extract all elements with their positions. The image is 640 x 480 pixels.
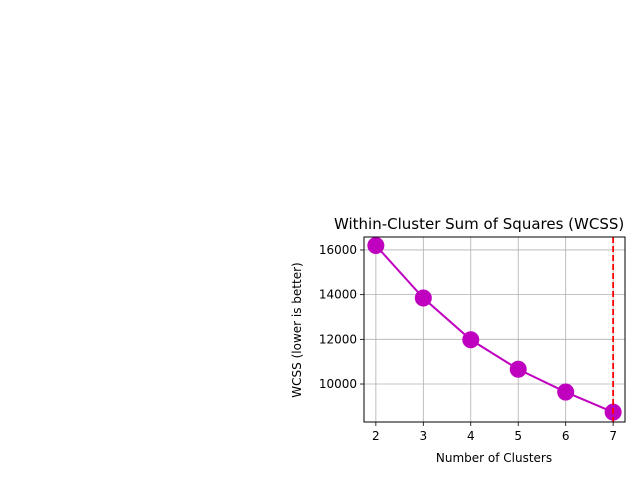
y-axis-label: WCSS (lower is better) bbox=[290, 262, 304, 397]
y-tick-label: 12000 bbox=[319, 332, 357, 346]
chart-title: Within-Cluster Sum of Squares (WCSS) bbox=[334, 215, 624, 233]
data-point-marker bbox=[367, 236, 385, 254]
plot-lines bbox=[367, 236, 622, 422]
x-tick-label: 6 bbox=[562, 429, 570, 443]
series-line bbox=[375, 244, 614, 414]
data-point-marker bbox=[462, 331, 480, 349]
x-tick-label: 4 bbox=[467, 429, 475, 443]
y-tick-label: 14000 bbox=[319, 288, 357, 302]
data-point-marker bbox=[509, 360, 527, 378]
y-axis: 10000 12000 14000 16000 bbox=[319, 243, 364, 391]
x-axis: 2 3 4 5 6 7 bbox=[372, 422, 617, 443]
y-tick-label: 16000 bbox=[319, 243, 357, 257]
data-point-marker bbox=[414, 289, 432, 307]
x-axis-label: Number of Clusters bbox=[436, 451, 552, 465]
x-tick-label: 7 bbox=[609, 429, 617, 443]
x-tick-label: 3 bbox=[419, 429, 427, 443]
x-tick-label: 2 bbox=[372, 429, 380, 443]
plot-area-frame bbox=[363, 236, 626, 423]
y-tick-label: 10000 bbox=[319, 377, 357, 391]
x-tick-label: 5 bbox=[514, 429, 522, 443]
data-point-marker bbox=[557, 383, 575, 401]
